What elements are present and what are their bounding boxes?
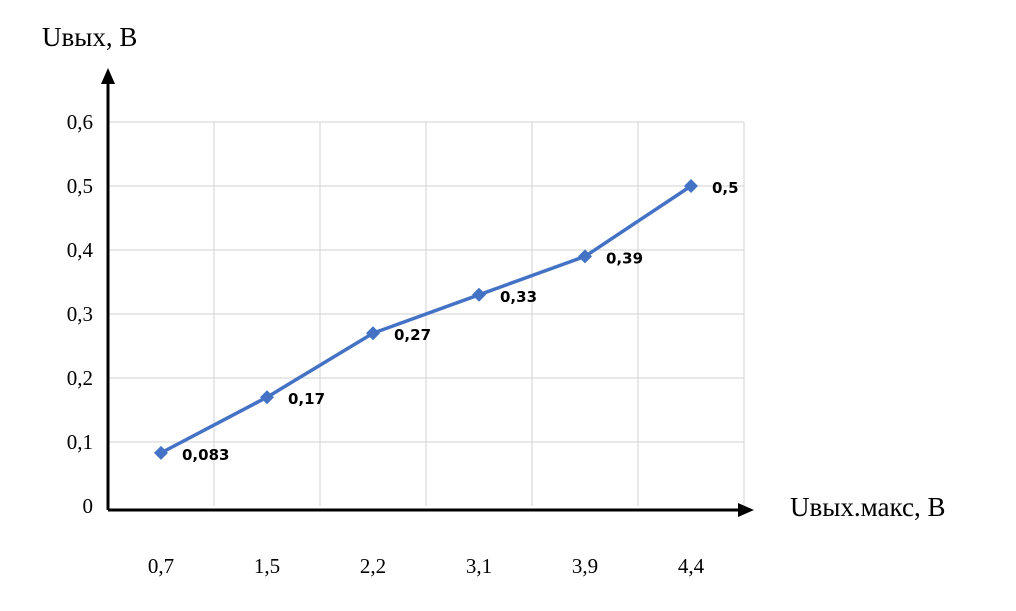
x-tick-label: 3,9: [572, 554, 598, 578]
data-point-marker: [578, 249, 592, 264]
x-tick-label: 0,7: [148, 554, 174, 578]
data-point-marker: [366, 326, 380, 341]
data-label: 0,27: [394, 326, 431, 344]
y-tick-label: 0,3: [67, 302, 93, 326]
data-label: 0,39: [606, 249, 643, 267]
x-tick-label: 2,2: [360, 554, 386, 578]
x-tick-labels: 0,7 1,5 2,2 3,1 3,9 4,4: [148, 554, 705, 578]
data-label: 0,5: [712, 179, 739, 197]
x-tick-label: 4,4: [678, 554, 705, 578]
y-tick-label: 0,5: [67, 174, 93, 198]
data-point-marker: [684, 179, 698, 193]
x-axis-arrow: [738, 503, 754, 517]
y-tick-label: 0,6: [67, 110, 93, 134]
x-tick-label: 3,1: [466, 554, 492, 578]
data-series: 0,083 0,17 0,27 0,33 0,39 0,5: [154, 179, 739, 464]
data-point-marker: [260, 390, 274, 405]
y-tick-label: 0,4: [67, 238, 94, 262]
y-tick-label: 0,2: [67, 366, 93, 390]
x-axis-title: Uвых.макс, В: [790, 492, 945, 522]
y-axis-arrow: [101, 68, 115, 84]
y-axis-title: Uвых, В: [42, 22, 137, 52]
y-tick-label: 0,1: [67, 430, 93, 454]
data-point-marker: [154, 445, 168, 460]
y-tick-labels: 0 0,1 0,2 0,3 0,4 0,5 0,6: [67, 110, 94, 518]
gridlines: [108, 121, 745, 506]
x-tick-label: 1,5: [254, 554, 280, 578]
data-label: 0,33: [500, 288, 537, 306]
data-point-marker: [472, 287, 486, 302]
series-line: [160, 184, 692, 455]
data-label: 0,17: [288, 390, 325, 408]
y-tick-label: 0: [83, 494, 94, 518]
axes: [101, 68, 754, 517]
data-label: 0,083: [182, 446, 229, 464]
